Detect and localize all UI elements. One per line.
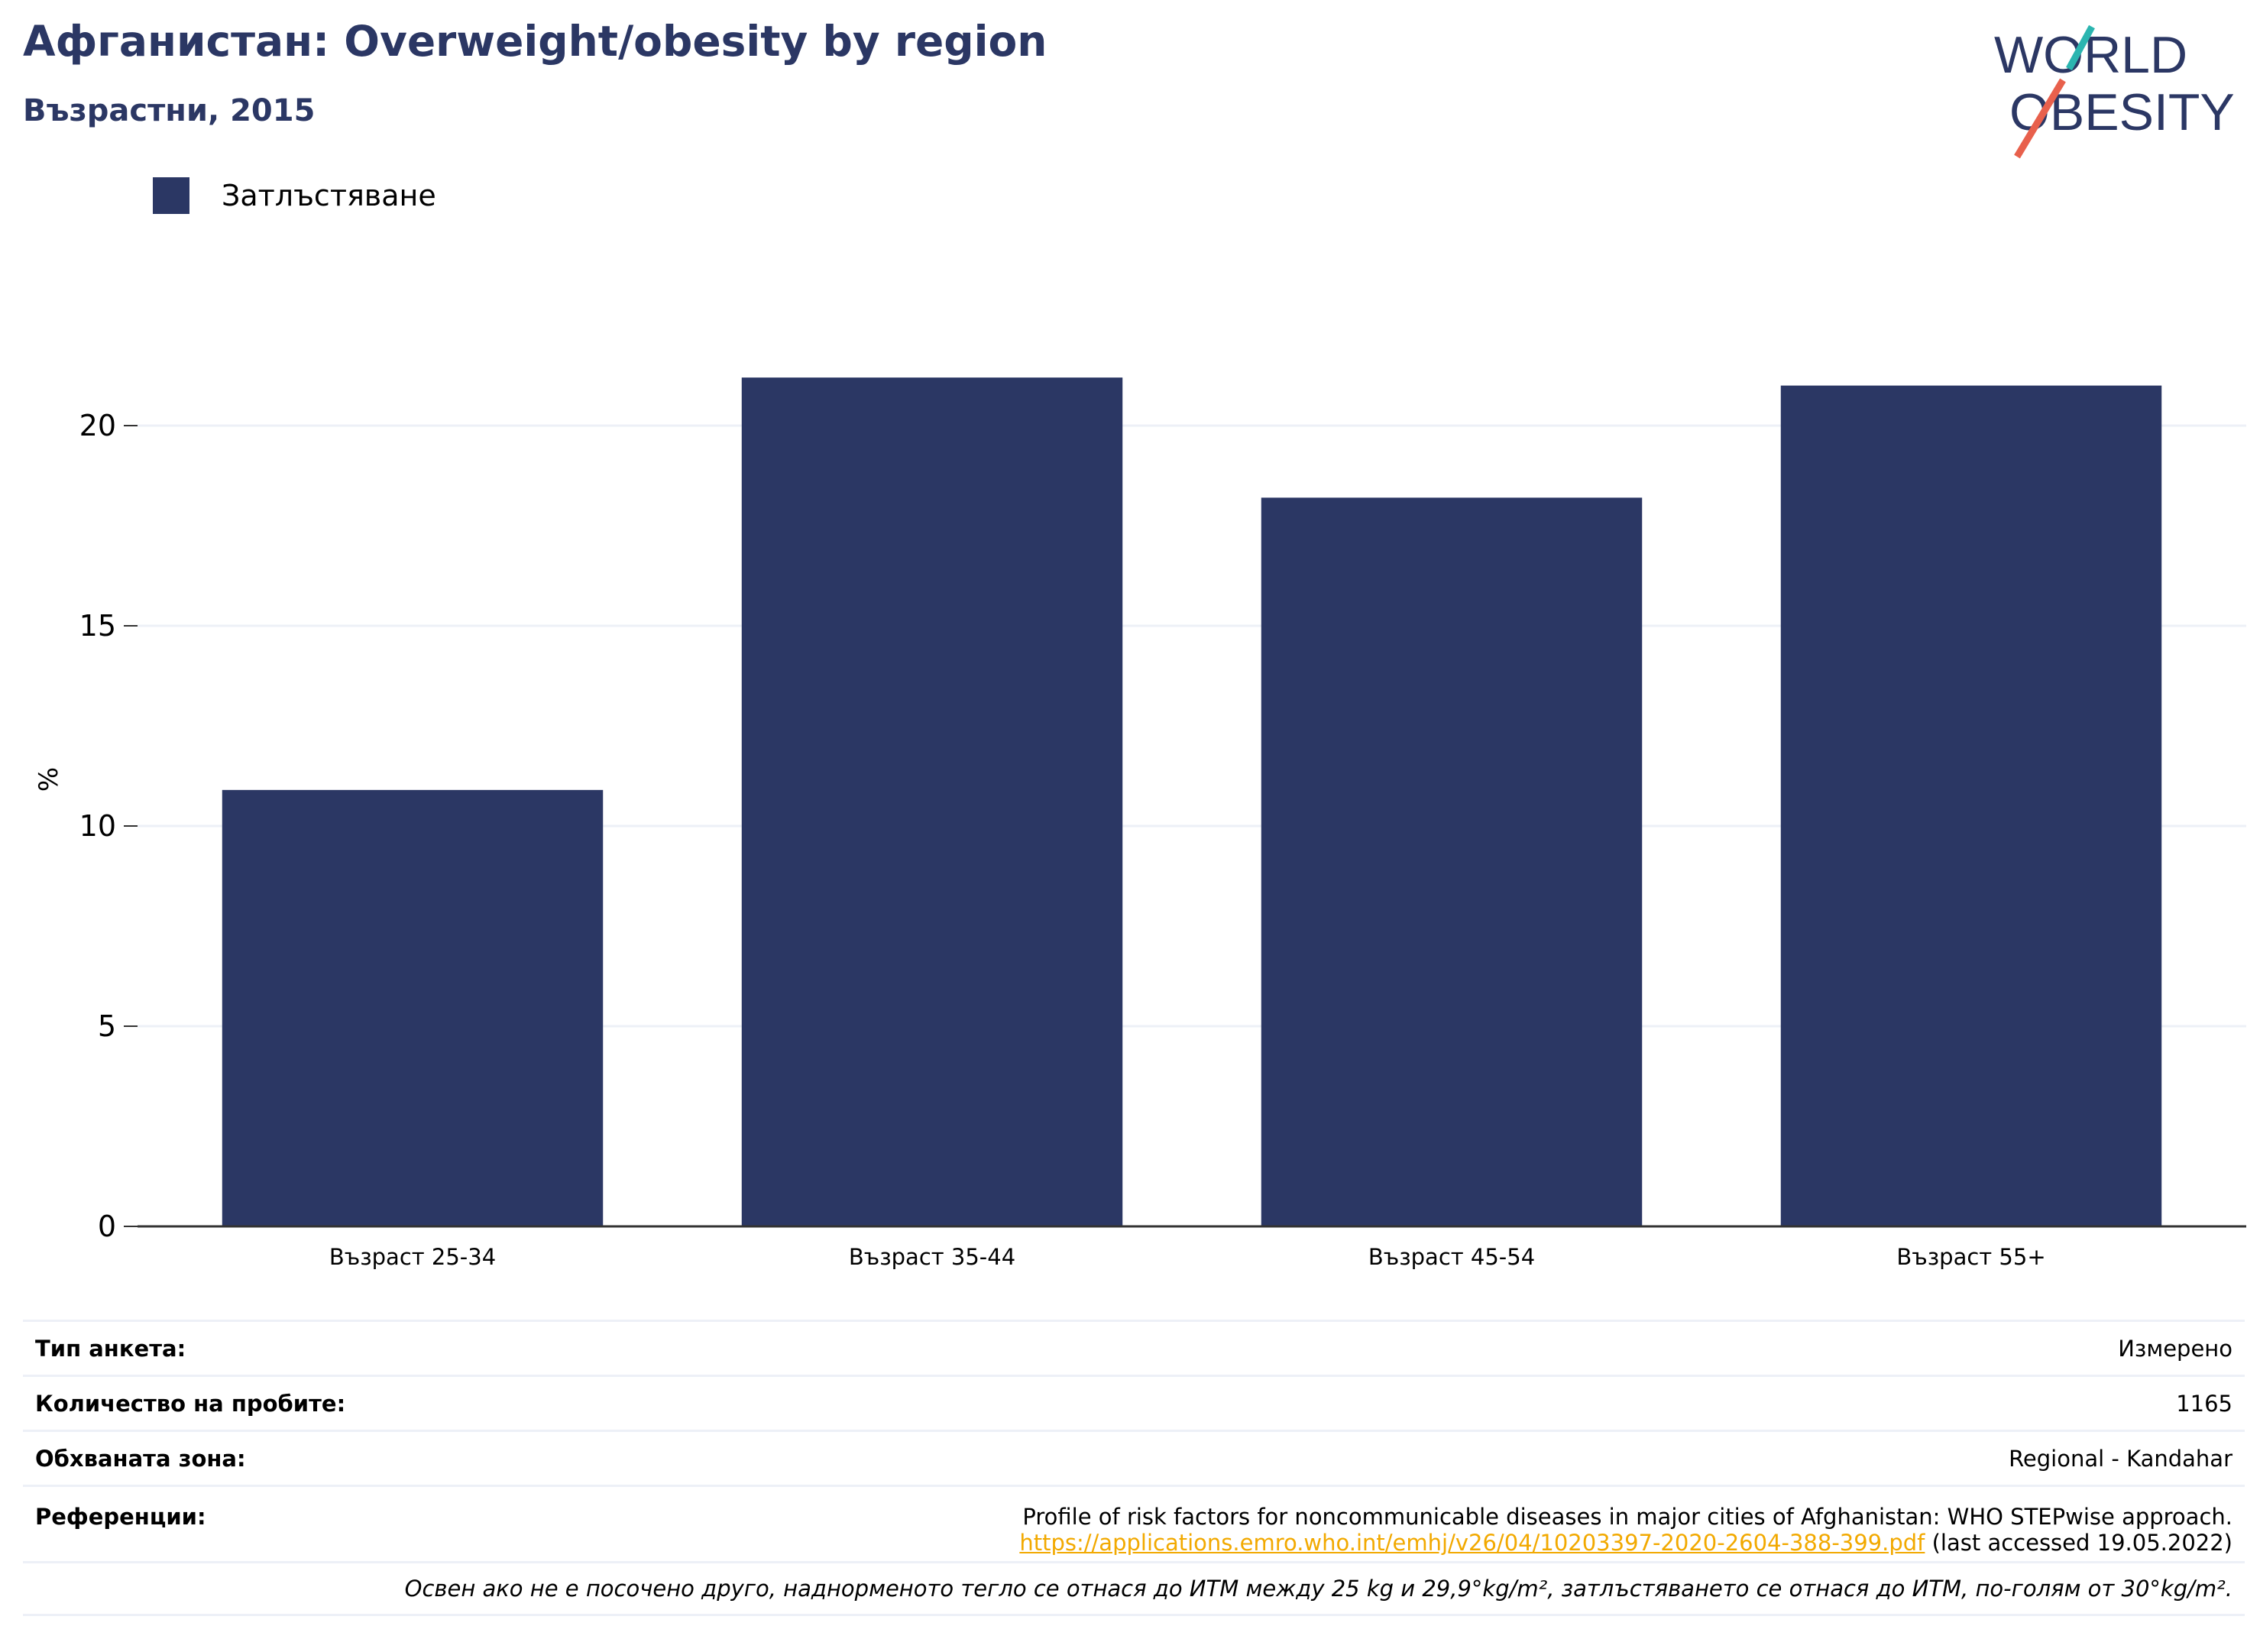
legend-swatch [153,177,189,214]
x-tick-label: Възраст 25-34 [329,1244,496,1270]
bar [741,377,1123,1226]
area-label: Обхваната зона: [35,1445,246,1472]
y-axis-label: % [34,767,64,792]
chart-title: Афганистан: Overweight/obesity by region [23,17,1047,66]
logo-slash-teal [2066,24,2095,71]
sample-size-row: Количество на пробите: 1165 [23,1375,2245,1430]
x-tick-label: Възраст 55+ [1896,1244,2045,1270]
references-value: Profile of risk factors for noncommunica… [1019,1504,2232,1556]
area-row: Обхваната зона: Regional - Kandahar [23,1430,2245,1485]
references-label: Референции: [35,1504,206,1530]
bar [1261,497,1643,1226]
legend-label: Затлъстяване [222,179,436,212]
y-tick-label: 5 [98,1009,116,1043]
metadata-table: Тип анкета: Измерено Количество на проби… [23,1320,2245,1616]
definition-note: Освен ако не е посочено друго, наднормен… [23,1561,2245,1616]
references-link[interactable]: https://applications.emro.who.int/emhj/v… [1019,1530,1925,1556]
world-obesity-logo: WORLD OBESITY [1994,24,2235,159]
references-text: Profile of risk factors for noncommunica… [1022,1504,2232,1530]
legend: Затлъстяване [153,177,436,214]
y-tick-label: 15 [79,609,116,643]
survey-type-value: Измерено [2118,1335,2232,1362]
survey-type-row: Тип анкета: Измерено [23,1320,2245,1375]
area-value: Regional - Kandahar [2009,1445,2232,1472]
references-accessed: (last accessed 19.05.2022) [1931,1530,2232,1556]
bar [1780,385,2162,1227]
survey-type-label: Тип анкета: [35,1335,186,1362]
y-tick-label: 10 [79,809,116,843]
logo-slash-red [2014,78,2066,159]
chart-subtitle: Възрастни, 2015 [23,93,316,128]
y-tick-label: 20 [79,409,116,442]
x-tick-label: Възраст 35-44 [849,1244,1015,1270]
x-tick-label: Възраст 45-54 [1368,1244,1535,1270]
bar [222,789,604,1226]
sample-size-label: Количество на пробите: [35,1390,346,1417]
references-row: Референции: Profile of risk factors for … [23,1485,2245,1561]
sample-size-value: 1165 [2176,1390,2232,1417]
bar-chart: 0 5 10 15 20% Възраст 25-34 Възраст 35-44 Възра… [34,377,2246,1270]
y-tick-label: 0 [98,1210,116,1243]
